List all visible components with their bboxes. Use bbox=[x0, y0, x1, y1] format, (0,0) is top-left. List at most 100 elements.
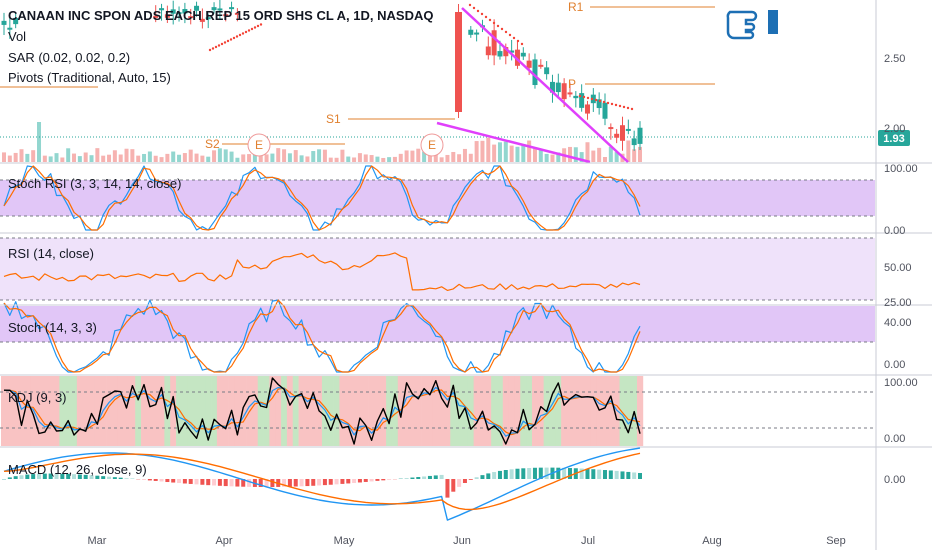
macd-histogram-bar bbox=[334, 479, 339, 485]
volume-bar bbox=[66, 148, 71, 162]
kdj-background bbox=[234, 376, 241, 446]
volume-bar bbox=[457, 154, 462, 162]
volume-bar bbox=[241, 154, 246, 162]
macd-histogram-bar bbox=[597, 469, 602, 479]
candle-body bbox=[567, 92, 573, 95]
volume-bar bbox=[474, 141, 479, 162]
candle-body bbox=[608, 127, 614, 130]
volume-bar bbox=[322, 149, 327, 162]
macd-histogram-bar bbox=[171, 479, 176, 483]
macd-histogram-bar bbox=[317, 479, 322, 486]
kdj-background bbox=[561, 376, 568, 446]
macd-histogram-bar bbox=[632, 472, 637, 479]
kdj-background bbox=[380, 376, 387, 446]
kdj-background bbox=[450, 376, 457, 446]
candle-body bbox=[561, 83, 567, 100]
candle-body bbox=[7, 27, 13, 30]
stoch-rsi-k-line bbox=[3, 165, 641, 231]
candle-body bbox=[468, 29, 474, 35]
macd-histogram-bar bbox=[107, 476, 112, 479]
kdj-axis-tick: 0.00 bbox=[884, 433, 905, 445]
sar-dot bbox=[250, 27, 254, 31]
macd-histogram-bar bbox=[89, 475, 94, 479]
stoch-rsi-axis-tick: 0.00 bbox=[884, 225, 905, 237]
x-axis-tick: Apr bbox=[215, 535, 232, 547]
kdj-background bbox=[473, 376, 480, 446]
kdj-background bbox=[491, 376, 498, 446]
macd-histogram-bar bbox=[258, 479, 263, 487]
volume-bar bbox=[521, 144, 526, 162]
kdj-background bbox=[216, 376, 224, 446]
macd-histogram-bar bbox=[165, 479, 170, 483]
volume-bar bbox=[602, 156, 607, 162]
volume-bar bbox=[293, 150, 298, 162]
x-axis-tick: Jul bbox=[581, 535, 595, 547]
volume-bar bbox=[492, 144, 497, 162]
sar-dot bbox=[226, 39, 230, 43]
volume-bar bbox=[235, 157, 240, 162]
legend-vol: Vol bbox=[8, 29, 27, 44]
kdj-background bbox=[356, 376, 364, 446]
sar-dot bbox=[610, 102, 614, 106]
macd-histogram-bar bbox=[556, 467, 561, 479]
kdj-background bbox=[6, 376, 14, 446]
kdj-background bbox=[339, 376, 346, 446]
trendline-lower bbox=[436, 121, 591, 164]
candle-body bbox=[602, 102, 608, 119]
macd-histogram-bar bbox=[346, 479, 351, 484]
macd-histogram-bar bbox=[608, 470, 613, 479]
volume-bar bbox=[37, 122, 42, 162]
kdj-background bbox=[275, 376, 282, 446]
kdj-background bbox=[71, 376, 78, 446]
price-axis-tick: 2.00 bbox=[884, 123, 905, 135]
macd-histogram-bar bbox=[538, 467, 543, 479]
volume-bar bbox=[638, 146, 642, 162]
volume-bar bbox=[182, 153, 187, 162]
kdj-background bbox=[619, 376, 626, 446]
macd-histogram-bar bbox=[147, 479, 152, 481]
kdj-background bbox=[41, 376, 49, 446]
kdj-background bbox=[333, 376, 340, 446]
kdj-background bbox=[502, 376, 509, 446]
volume-bar bbox=[177, 154, 182, 162]
volume-bar bbox=[387, 157, 392, 162]
macd-histogram-bar bbox=[287, 479, 292, 487]
pointing-hand-icon bbox=[726, 10, 778, 40]
candle-body bbox=[234, 12, 240, 15]
pane-title-rsi: RSI (14, close) bbox=[8, 246, 94, 261]
macd-histogram-bar bbox=[363, 479, 368, 482]
candle-body bbox=[538, 64, 544, 67]
volume-bar bbox=[597, 147, 602, 162]
kdj-background bbox=[36, 376, 43, 446]
sar-dot bbox=[211, 47, 215, 50]
pane-title-kdj: KDJ (9, 3) bbox=[8, 390, 67, 405]
volume-bar bbox=[579, 152, 584, 162]
kdj-background bbox=[181, 376, 189, 446]
macd-histogram-bar bbox=[37, 473, 42, 479]
candle-body bbox=[188, 16, 194, 19]
macd-histogram-bar bbox=[101, 476, 106, 479]
candle-body bbox=[555, 82, 561, 93]
stoch-axis-tick: 0.00 bbox=[884, 359, 905, 371]
kdj-background bbox=[637, 376, 644, 446]
volume-bar bbox=[42, 155, 47, 162]
macd-histogram-bar bbox=[422, 476, 427, 479]
pane-title-macd: MACD (12, 26, close, 9) bbox=[8, 462, 147, 477]
kdj-background bbox=[403, 376, 410, 446]
stoch-rsi-axis-tick: 100.00 bbox=[884, 163, 918, 175]
volume-bar bbox=[626, 140, 631, 162]
macd-histogram-bar bbox=[247, 479, 252, 487]
stoch-axis-tick: 40.00 bbox=[884, 317, 912, 329]
kdj-background bbox=[572, 376, 580, 446]
volume-bar bbox=[7, 155, 12, 162]
kdj-background bbox=[584, 376, 591, 446]
sar-dot bbox=[259, 23, 263, 26]
candle-body bbox=[584, 104, 590, 114]
kdj-background bbox=[170, 376, 177, 446]
kdj-background bbox=[176, 376, 183, 446]
candle-body bbox=[205, 17, 211, 20]
macd-histogram-bar bbox=[112, 477, 117, 479]
sar-dot bbox=[223, 41, 227, 44]
macd-histogram-bar bbox=[77, 474, 82, 479]
